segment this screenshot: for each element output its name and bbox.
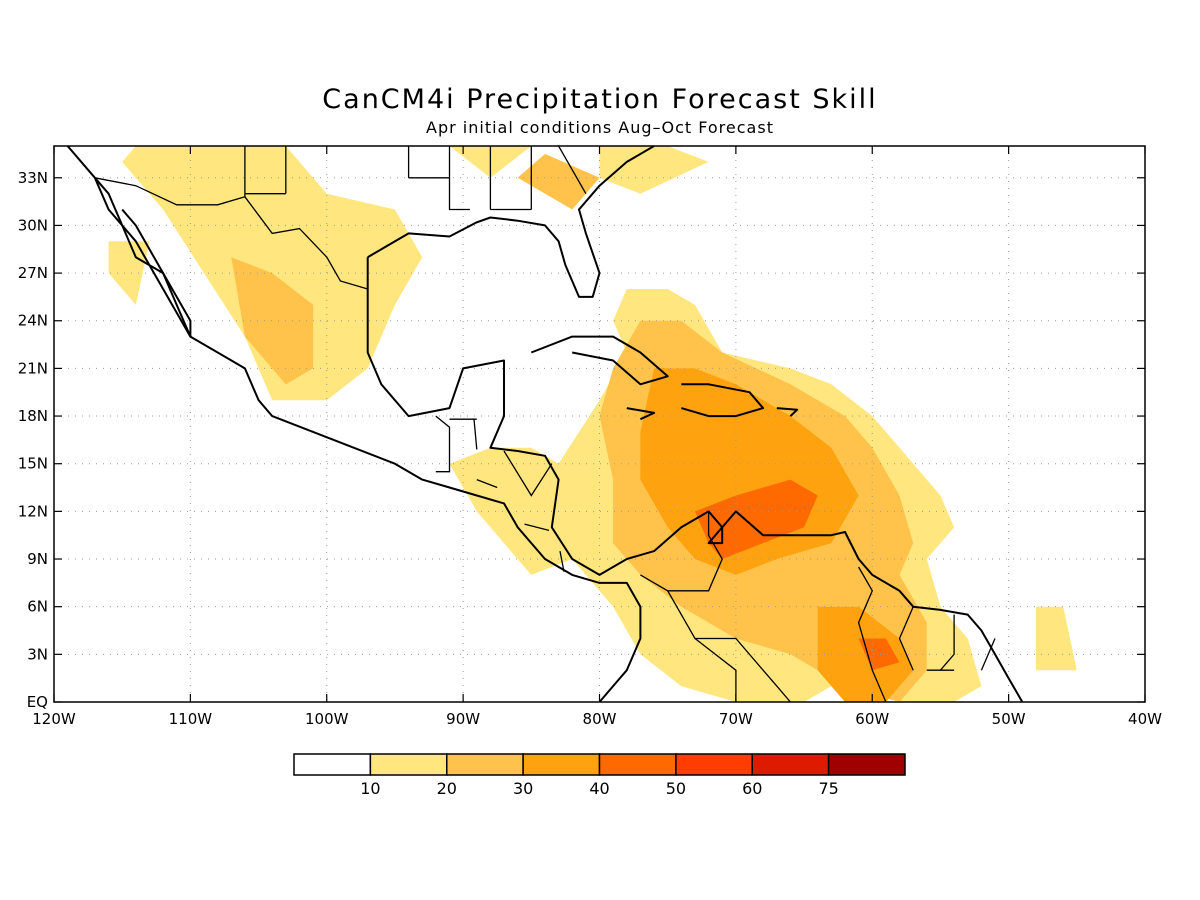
- colorbar-label: 60: [742, 779, 762, 798]
- border-line: [473, 419, 478, 450]
- border-line: [857, 566, 887, 702]
- lat-tick-label: 15N: [18, 455, 48, 473]
- colorbar-swatch: [598, 753, 677, 776]
- colorbar-swatch: [293, 753, 372, 776]
- lon-tick-label: 100W: [305, 710, 349, 728]
- coastline: [681, 383, 765, 418]
- colorbar-swatch: [675, 753, 753, 776]
- border-line: [898, 606, 914, 671]
- border-line: [559, 550, 565, 572]
- border-line: [640, 511, 723, 592]
- skill-shading-layer: [108, 146, 1077, 702]
- border-line: [503, 450, 553, 497]
- coastline: [530, 335, 669, 386]
- coastline: [626, 407, 656, 421]
- lat-tick-label: 9N: [27, 550, 48, 568]
- coastline: [776, 407, 799, 417]
- lat-tick-label: 21N: [18, 359, 48, 377]
- border-line: [558, 146, 587, 195]
- skill-region: [695, 479, 818, 559]
- skill-region: [231, 257, 314, 385]
- border-line: [694, 637, 737, 702]
- coastline: [93, 177, 192, 338]
- lon-tick-label: 60W: [855, 710, 889, 728]
- border-line: [94, 177, 368, 290]
- lat-tick-label: 3N: [27, 645, 48, 663]
- coastline: [367, 146, 655, 298]
- lat-tick-label: 27N: [18, 264, 48, 282]
- map-title: CanCM4i Precipitation Forecast Skill: [322, 84, 878, 115]
- coastline: [366, 257, 1024, 702]
- lat-tick-label: 12N: [18, 502, 48, 520]
- border-line: [435, 415, 451, 473]
- skill-region: [517, 153, 600, 210]
- lat-tick-label: 18N: [18, 407, 48, 425]
- lon-tick-label: 80W: [583, 710, 617, 728]
- lat-tick-label: 24N: [18, 312, 48, 330]
- colorbar: 10 20 30 40 50 60 75: [293, 753, 906, 798]
- lon-tick-label: 70W: [719, 710, 753, 728]
- colorbar-label: 50: [666, 779, 686, 798]
- lon-tick-label: 120W: [32, 710, 76, 728]
- skill-region: [1035, 606, 1077, 671]
- border-line: [667, 590, 791, 702]
- lon-tick-label: 50W: [992, 710, 1026, 728]
- lat-tick-label: 6N: [27, 598, 48, 616]
- lon-tick-label: 110W: [169, 710, 213, 728]
- axis-ticks: 120W 110W 100W 90W 80W 70W 60W 50W 40W EQ 3N 6N 9N 12…: [18, 146, 1162, 728]
- lon-tick-label: 90W: [446, 710, 480, 728]
- colorbar-swatch: [522, 753, 601, 776]
- skill-region: [858, 638, 900, 671]
- colorbar-label: 40: [589, 779, 609, 798]
- colorbar-swatch: [446, 753, 524, 776]
- coastlines-layer: [66, 146, 1024, 702]
- lat-tick-label: 33N: [18, 169, 48, 187]
- skill-region: [108, 241, 150, 305]
- colorbar-label: 20: [437, 779, 457, 798]
- lat-tick-label: EQ: [27, 693, 48, 711]
- border-line: [524, 523, 550, 532]
- border-line: [939, 614, 955, 671]
- colorbar-label: 10: [360, 779, 380, 798]
- lat-tick-label: 30N: [18, 216, 48, 234]
- colorbar-swatch: [751, 753, 830, 776]
- border-line: [448, 177, 470, 211]
- colorbar-label: 30: [513, 779, 533, 798]
- colorbar-swatch: [827, 753, 906, 776]
- border-line: [980, 638, 996, 671]
- colorbar-label: 75: [818, 779, 838, 798]
- coastline: [66, 146, 642, 702]
- lon-tick-label: 40W: [1128, 710, 1162, 728]
- skill-region: [599, 146, 709, 194]
- colorbar-swatch: [369, 753, 448, 776]
- borders-layer: [94, 146, 996, 702]
- border-line: [476, 478, 498, 489]
- map-subtitle: Apr initial conditions Aug–Oct Forecast: [426, 118, 774, 137]
